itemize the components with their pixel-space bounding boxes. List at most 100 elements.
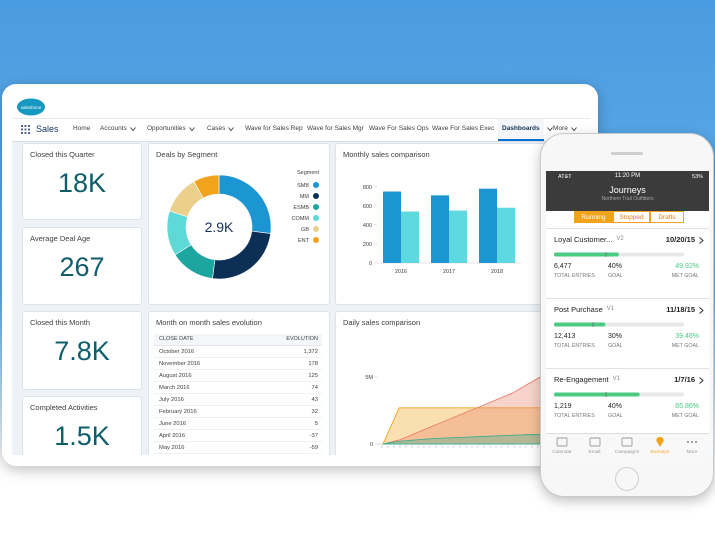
nav-label[interactable]: More (686, 450, 698, 455)
nav-tab[interactable]: Wave For Sales Ops (369, 125, 429, 132)
card-title: Daily sales comparison (343, 318, 421, 327)
kpi-title: Closed this Month (30, 318, 91, 327)
chevron (699, 237, 704, 244)
table-header-row (154, 334, 322, 346)
progress-bar (554, 392, 684, 397)
journey-version: V1 (612, 376, 620, 382)
row-chevron (699, 307, 704, 314)
donut-center: 2.9K (205, 219, 234, 235)
row-divider (154, 417, 322, 418)
row-divider (154, 405, 322, 406)
card-title: Month on month sales evolution (156, 318, 262, 327)
column-header: CLOSE DATE (159, 336, 194, 342)
bar (401, 211, 419, 263)
kpi-value: 7.8K (54, 336, 110, 366)
met-goal: 65.86% (675, 403, 699, 410)
launcher-dot (28, 125, 30, 127)
logo-cloud (17, 98, 45, 116)
y-tick-label: 200 (363, 242, 372, 248)
row-divider (154, 453, 322, 454)
journey-row[interactable]: Loyal Customer... V2 10/20/15 6,477 TOTAL EN… (546, 228, 709, 299)
progress-bar (554, 322, 684, 327)
clock: 11:20 PM (614, 173, 641, 179)
journey-version: V1 (606, 306, 615, 312)
nav-label[interactable]: Campaigns (614, 450, 640, 455)
legend-swatch (313, 193, 319, 199)
outline-icon (589, 437, 600, 447)
table-cell: June 2016 (159, 421, 187, 427)
card-title: Deals by Segment (156, 150, 218, 159)
goal-label: GOAL (608, 273, 623, 279)
table-cell: 74 (311, 385, 318, 391)
goal: 40% (608, 263, 623, 270)
nav-tab[interactable]: Dashboards (498, 119, 544, 141)
table-cell: July 2016 (159, 397, 184, 403)
nav-tab[interactable]: Cases (207, 125, 226, 132)
phone-tab[interactable]: Stopped (613, 211, 650, 223)
met-goal-label: MET GOAL (671, 343, 699, 349)
journey-row[interactable]: Re-Engagement V1 1/7/16 1,219 TOTAL ENTRIES 4… (546, 368, 709, 439)
app-title: Journeys (609, 185, 646, 195)
area-chart: 0 5M (365, 364, 562, 448)
goal-label: GOAL (608, 413, 623, 419)
nav-tab[interactable]: More (553, 125, 568, 132)
entries: 12,413 (554, 333, 576, 340)
kpi-card: Average Deal Age 267 (22, 227, 142, 305)
table-card: Month on month sales evolution CLOSE DATE… (148, 311, 330, 455)
nav-tab[interactable]: Accounts (100, 125, 127, 132)
nav-icon (556, 437, 568, 447)
y-tick-label: 600 (363, 204, 372, 210)
launcher-dot (21, 132, 23, 134)
table-cell: March 2016 (159, 385, 190, 391)
met-goal: 49.92% (675, 263, 699, 270)
journey-row[interactable]: Post Purchase V1 11/18/15 12,413 TOTAL ENTRI… (546, 298, 709, 369)
journey-name: Loyal Customer... (554, 235, 613, 244)
row-chevron (699, 377, 704, 384)
nav-tab[interactable]: Wave for Sales Rep (245, 125, 303, 132)
phone-home-button (615, 467, 639, 491)
progress-fill (554, 252, 619, 257)
entries-label: TOTAL ENTRIES (554, 343, 595, 349)
legend-swatch (313, 204, 319, 210)
kpi-value: 18K (57, 168, 107, 198)
outline-icon (621, 437, 633, 447)
table-cell: 1,372 (303, 349, 318, 355)
row-divider (154, 369, 322, 370)
journey-version: V2 (616, 236, 624, 242)
bar (383, 191, 401, 263)
nav-tab[interactable]: Home (73, 125, 91, 132)
entries: 6,477 (554, 263, 572, 270)
table-cell: 43 (311, 397, 318, 403)
progress-fill (554, 322, 606, 327)
nav-label[interactable]: Email (588, 450, 601, 455)
area-card: Daily sales comparison 0 5M (335, 311, 567, 455)
launcher-dot (24, 128, 27, 131)
table-cell: 5 (314, 421, 318, 427)
nav-icon (621, 437, 633, 447)
launcher-dot (28, 132, 30, 134)
chevron (228, 127, 235, 132)
nav-label[interactable]: Calendar (552, 450, 572, 455)
row-divider (154, 429, 322, 430)
table-cell: November 2016 (159, 361, 201, 367)
bar (497, 207, 515, 263)
progress-bar (554, 252, 684, 257)
nav-tab[interactable]: Wave For Sales Exec (432, 125, 495, 132)
y-tick-label: 400 (363, 223, 372, 229)
table-cell: April 2016 (159, 433, 186, 439)
bar (431, 195, 449, 263)
kpi-title: Average Deal Age (30, 234, 91, 243)
nav-label[interactable]: Journeys (649, 450, 670, 455)
entries: 1,219 (554, 403, 572, 410)
phone-tab[interactable]: Running (574, 211, 613, 223)
dot-icon (686, 440, 690, 444)
x-tick-label: 2018 (491, 269, 503, 275)
y-tick-label: 800 (363, 185, 372, 191)
launcher-dot (21, 128, 23, 131)
nav-tab[interactable]: Wave for Sales Mgr (307, 125, 364, 132)
phone-tab[interactable]: Drafts (650, 211, 684, 223)
nav-tab[interactable]: Opportunities (147, 125, 186, 132)
chevron (699, 377, 704, 384)
journey-date: 10/20/15 (665, 235, 695, 244)
